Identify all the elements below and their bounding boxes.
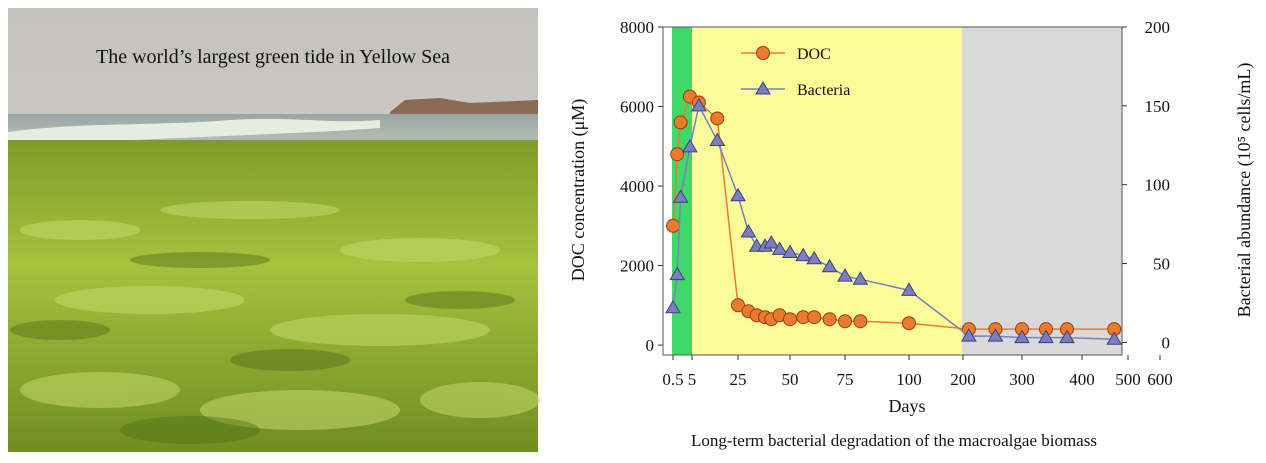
y-tick-label: 2000 — [620, 257, 654, 276]
x-tick-label: 600 — [1147, 370, 1173, 389]
y2-tick-label: 0 — [1162, 333, 1171, 352]
circle-marker — [671, 148, 684, 161]
x-tick-label: 50 — [782, 370, 799, 389]
circle-marker — [854, 315, 867, 328]
figure: The world’s largest green tide in Yellow… — [0, 0, 1266, 458]
y-axis-title: DOC concentration (μM) — [568, 99, 589, 282]
page: {"photo": {"caption": "The world\u2019s … — [0, 0, 1266, 458]
circle-marker — [808, 311, 821, 324]
circle-marker — [823, 313, 836, 326]
y2-tick-label: 200 — [1145, 18, 1171, 37]
legend-label: DOC — [797, 46, 831, 63]
x-tick-label: 500 — [1115, 370, 1141, 389]
x-tick-label: 200 — [950, 370, 976, 389]
circle-marker — [674, 116, 687, 129]
chart-caption: Long-term bacterial degradation of the m… — [691, 431, 1097, 450]
y2-axis-title: Bacterial abundance (10⁵ cells/mL) — [1234, 63, 1255, 318]
photo-caption: The world’s largest green tide in Yellow… — [96, 46, 450, 68]
y-tick-label: 8000 — [620, 18, 654, 37]
circle-marker — [711, 112, 724, 125]
circle-marker — [839, 315, 852, 328]
x-tick-label: 25 — [730, 370, 747, 389]
y2-tick-label: 50 — [1153, 255, 1170, 274]
legend-label: Bacteria — [797, 82, 850, 99]
y2-tick-label: 100 — [1145, 176, 1171, 195]
y2-tick-label: 150 — [1145, 97, 1171, 116]
circle-marker — [667, 219, 680, 232]
y-tick-label: 0 — [646, 336, 655, 355]
x-tick-label: 75 — [837, 370, 854, 389]
x-axis-title: Days — [889, 396, 926, 416]
circle-marker — [903, 317, 916, 330]
x-tick-label: 300 — [1009, 370, 1035, 389]
y-tick-label: 4000 — [620, 177, 654, 196]
y-tick-label: 6000 — [620, 98, 654, 117]
x-tick-label: 5 — [688, 370, 697, 389]
x-tick-label: 0.5 — [662, 370, 683, 389]
x-tick-label: 100 — [896, 370, 922, 389]
legend-marker — [757, 47, 770, 60]
circle-marker — [784, 313, 797, 326]
x-tick-label: 400 — [1069, 370, 1095, 389]
photo: The world’s largest green tide in Yellow… — [8, 8, 540, 452]
